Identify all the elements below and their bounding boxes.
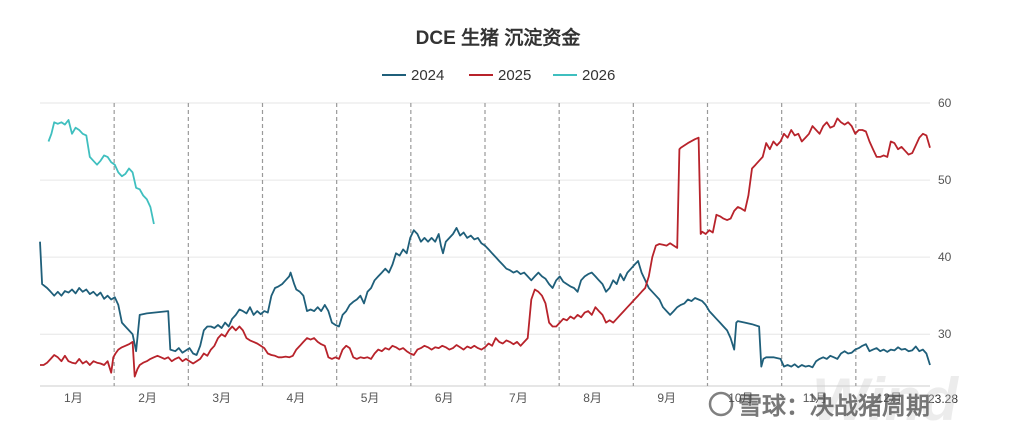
x-tick-label: 12月 xyxy=(877,391,902,405)
y-min-label: 23.28 xyxy=(928,392,958,406)
series-line-2025 xyxy=(40,117,931,378)
legend-label: 2024 xyxy=(411,67,444,84)
watermark-brand: Wind xyxy=(812,366,959,433)
legend-label: 2026 xyxy=(582,67,615,84)
legend-item-2025[interactable]: 2025 xyxy=(469,67,531,84)
x-tick-label: 6月 xyxy=(435,391,454,405)
series-line-2026 xyxy=(47,119,155,225)
x-tick-label: 10月 xyxy=(728,391,753,405)
x-tick-label: 1月 xyxy=(64,391,83,405)
x-tick-label: 3月 xyxy=(212,391,231,405)
y-tick-label: 40 xyxy=(938,250,952,264)
watermark: Wind 雪球：决战猪周期 xyxy=(708,366,959,433)
legend-label: 2025 xyxy=(498,67,531,84)
xueqiu-logo-icon xyxy=(708,391,734,417)
legend-item-2024[interactable]: 2024 xyxy=(382,67,444,84)
chart-title: DCE 生猪 沉淀资金 xyxy=(416,26,582,49)
x-tick-label: 11月 xyxy=(803,391,827,405)
y-axis: 30 40 50 60 23.28 xyxy=(928,96,958,406)
x-tick-label: 2月 xyxy=(138,391,157,405)
legend[interactable]: 2024 2025 2026 xyxy=(382,67,615,84)
y-tick-label: 30 xyxy=(938,327,952,341)
y-tick-label: 60 xyxy=(938,96,952,110)
x-tick-label: 9月 xyxy=(657,391,676,405)
watermark-text: 雪球：决战猪周期 xyxy=(738,393,930,420)
y-tick-label: 50 xyxy=(938,173,952,187)
series-lines xyxy=(39,117,931,378)
series-line-2024 xyxy=(39,227,931,369)
legend-item-2026[interactable]: 2026 xyxy=(553,67,615,84)
month-dividers xyxy=(113,103,857,386)
x-tick-label: 5月 xyxy=(361,391,380,405)
x-tick-label: 4月 xyxy=(287,391,306,405)
x-tick-label: 7月 xyxy=(509,391,528,405)
x-tick-label: 8月 xyxy=(583,391,602,405)
x-axis: 1月 2月 3月 4月 5月 6月 7月 8月 9月 10月 11月 12月 xyxy=(64,391,902,405)
